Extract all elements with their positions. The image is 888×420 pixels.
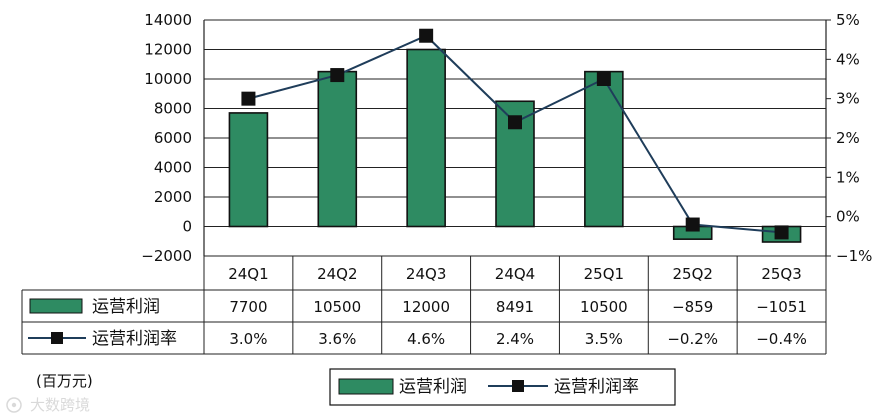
right-y-tick-label: 3% <box>836 90 860 108</box>
table-line-series-name: 运营利润率 <box>92 329 177 349</box>
line-marker <box>508 115 522 130</box>
x-category-label: 24Q3 <box>406 265 446 283</box>
right-y-tick-label: 2% <box>836 129 860 147</box>
watermark: 大数跨境 <box>6 396 90 414</box>
bar <box>228 112 269 228</box>
legend-bar-label: 运营利润 <box>399 377 467 397</box>
line-marker <box>685 217 700 232</box>
legend-line-marker <box>512 380 524 392</box>
left-y-tick-label: 6000 <box>154 129 192 147</box>
left-y-tick-label: −2000 <box>141 247 192 265</box>
left-y-tick-labels: 14000 12000 10000 8000 6000 4000 2000 0 −2000 <box>141 11 192 265</box>
line-series <box>241 28 789 240</box>
line-marker <box>241 91 256 106</box>
x-category-label: 24Q2 <box>317 265 357 283</box>
table-line-value: 3.0% <box>229 330 267 348</box>
table-line-value: −0.4% <box>756 330 807 348</box>
legend: 运营利润 运营利润率 <box>329 368 676 406</box>
axes <box>203 19 831 257</box>
legend-bar-swatch <box>338 378 394 395</box>
left-y-tick-label: 10000 <box>144 70 192 88</box>
left-y-tick-label: 12000 <box>144 41 192 59</box>
right-y-tick-label: 1% <box>836 168 860 186</box>
x-category-label: 24Q1 <box>228 265 268 283</box>
right-y-tick-label: 4% <box>836 50 860 68</box>
right-y-tick-label: 5% <box>836 11 860 29</box>
left-y-tick-label: 14000 <box>144 11 192 29</box>
line-marker <box>419 28 434 43</box>
table-bar-value: 10500 <box>313 298 361 316</box>
x-category-label: 25Q3 <box>761 265 801 283</box>
left-y-tick-label: 4000 <box>154 159 192 177</box>
table-line-value: 3.5% <box>585 330 623 348</box>
table-bar-value: 12000 <box>402 298 450 316</box>
table-bar-series-name: 运营利润 <box>92 297 160 317</box>
table-line-value: −0.2% <box>667 330 718 348</box>
right-y-tick-labels: 5% 4% 3% 2% 1% 0% −1% <box>836 11 872 265</box>
table-line-key-marker <box>51 332 63 344</box>
bar <box>584 70 624 228</box>
watermark-logo-icon <box>6 397 22 413</box>
unit-label: (百万元) <box>36 372 93 390</box>
x-category-label: 24Q4 <box>495 265 535 283</box>
x-category-label: 25Q1 <box>584 265 624 283</box>
table-bar-key <box>29 298 83 314</box>
table-bar-value: 8491 <box>496 298 534 316</box>
table-bar-value: −1051 <box>756 298 807 316</box>
bar <box>317 70 358 228</box>
left-y-tick-label: 2000 <box>154 188 192 206</box>
line-marker <box>596 72 611 86</box>
legend-line-label: 运营利润率 <box>554 377 639 397</box>
table-bar-value: −859 <box>672 298 713 316</box>
table-line-value: 2.4% <box>496 330 534 348</box>
right-y-tick-label: −1% <box>836 247 872 265</box>
bar-series <box>228 48 802 243</box>
table-line-value: 4.6% <box>407 330 445 348</box>
left-y-tick-label: 0 <box>182 218 192 236</box>
right-y-tick-label: 0% <box>836 208 860 226</box>
table-bar-value: 7700 <box>229 298 267 316</box>
data-table: 24Q1 24Q2 24Q3 24Q4 25Q1 25Q2 25Q3 7700 10500 120… <box>21 256 827 355</box>
table-line-value: 3.6% <box>318 330 356 348</box>
left-y-tick-label: 8000 <box>154 100 192 118</box>
watermark-text: 大数跨境 <box>30 396 90 414</box>
x-category-label: 25Q2 <box>672 265 712 283</box>
table-bar-value: 10500 <box>580 298 628 316</box>
line-marker <box>330 68 345 83</box>
bar <box>406 48 446 228</box>
line-marker <box>774 225 789 240</box>
